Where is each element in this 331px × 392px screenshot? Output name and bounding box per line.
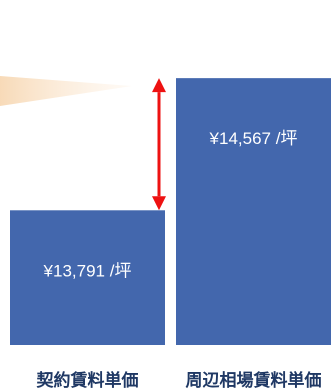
difference-arrow-head-top [152,78,166,93]
category-label-contract-rent: 契約賃料単価 [36,370,139,391]
difference-arrow-head-bottom [152,196,166,211]
data-label-contract-rent: ¥13,791 /坪 [43,261,132,280]
bar-market-rent [176,78,331,346]
bar-contract-rent [10,210,165,345]
callout-wedge [0,76,132,106]
category-label-market-rent: 周辺相場賃料単価 [186,370,322,391]
data-label-market-rent: ¥14,567 /坪 [209,129,298,148]
